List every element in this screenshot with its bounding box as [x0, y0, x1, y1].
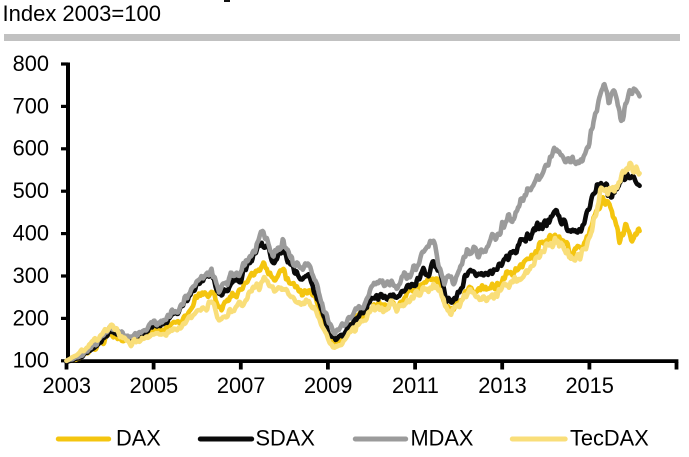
svg-text:100: 100	[13, 348, 49, 373]
svg-text:2003: 2003	[43, 373, 92, 398]
svg-text:500: 500	[13, 178, 49, 203]
svg-text:600: 600	[13, 136, 49, 161]
svg-text:TecDAX: TecDAX	[570, 426, 649, 451]
svg-text:2013: 2013	[478, 373, 527, 398]
svg-text:400: 400	[13, 221, 49, 246]
svg-text:300: 300	[13, 263, 49, 288]
svg-text:800: 800	[13, 51, 49, 76]
svg-text:200: 200	[13, 305, 49, 330]
svg-text:2011: 2011	[392, 373, 439, 398]
svg-text:DAX: DAX	[116, 426, 161, 451]
svg-text:2009: 2009	[304, 373, 353, 398]
svg-text:2015: 2015	[565, 373, 614, 398]
svg-text:MDAX: MDAX	[411, 426, 474, 451]
svg-text:700: 700	[13, 93, 49, 118]
svg-text:2007: 2007	[217, 373, 266, 398]
svg-text:2005: 2005	[130, 373, 179, 398]
svg-text:SDAX: SDAX	[256, 426, 316, 451]
